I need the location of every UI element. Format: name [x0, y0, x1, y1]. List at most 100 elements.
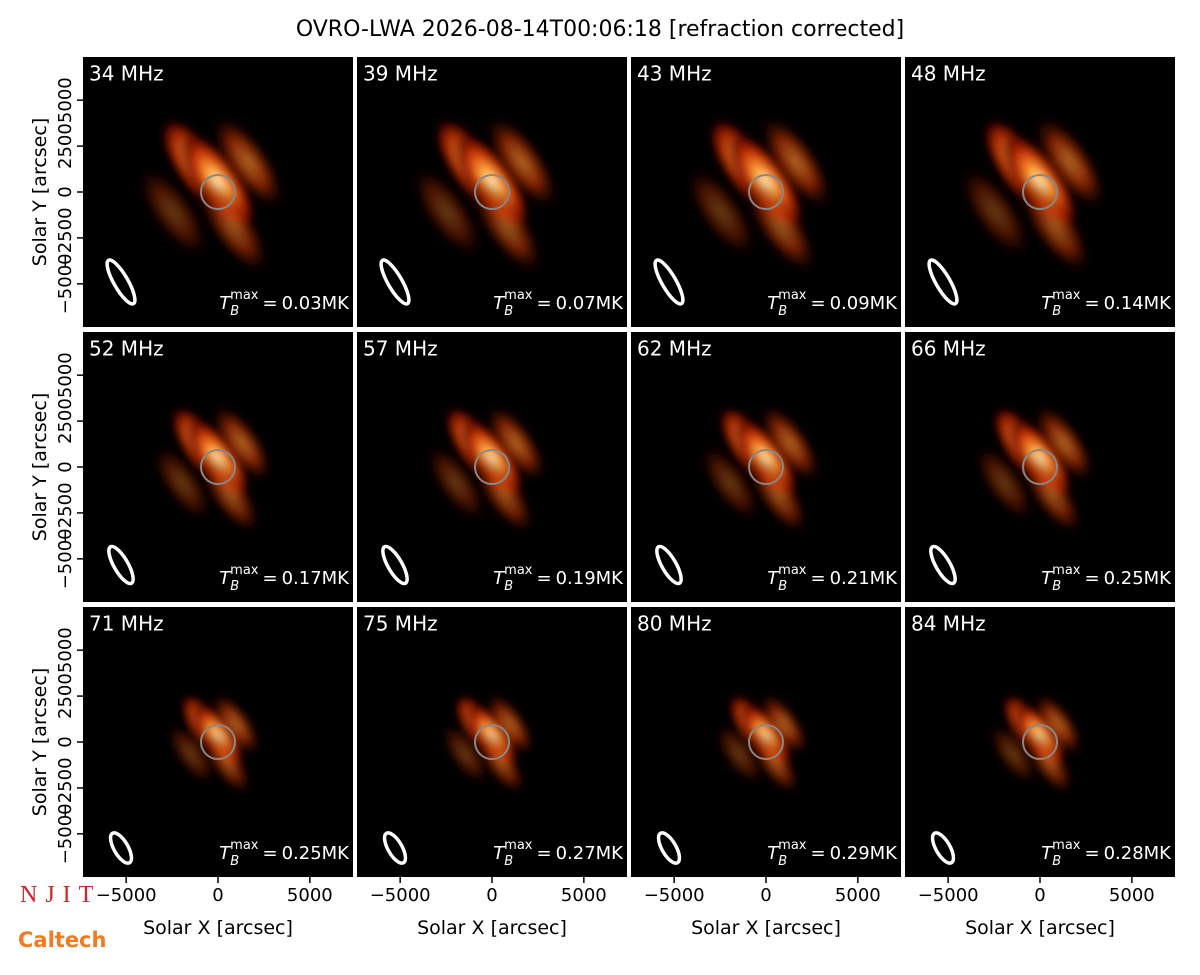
- emission-blob: [743, 177, 819, 277]
- logo-caltech: Caltech: [18, 928, 106, 952]
- tb-sup: max: [504, 288, 533, 303]
- tb-value: 0.29MK: [830, 843, 899, 864]
- tb-sub: B: [778, 854, 787, 869]
- tb-relation: =: [262, 293, 277, 314]
- beam: [929, 544, 957, 586]
- emission-blob: [210, 690, 262, 758]
- y-axis-label: Solar Y [arcsec]: [29, 668, 51, 816]
- tb-symbol: T: [767, 843, 780, 864]
- tb-sub: B: [504, 854, 513, 869]
- tb-value: 0.17MK: [282, 568, 351, 589]
- tb-value: 0.21MK: [830, 568, 899, 589]
- panel: 80 MHz TBmax = 0.29MK −5000 0 5000 Solar X [arc…: [631, 607, 901, 939]
- tb-value: 0.28MK: [1104, 843, 1173, 864]
- x-tick-label: −5000: [370, 885, 431, 906]
- tb-sup: max: [1052, 563, 1081, 578]
- y-axis-label: Solar Y [arcsec]: [29, 118, 51, 266]
- tb-sub: B: [1052, 304, 1061, 319]
- tb-max-label: TBmax = 0.29MK: [767, 838, 898, 869]
- panel: 62 MHz TBmax = 0.21MK: [631, 332, 901, 602]
- emission-blob: [746, 453, 810, 537]
- frequency-label: 43 MHz: [637, 62, 712, 86]
- tb-max-label: TBmax = 0.27MK: [493, 838, 624, 869]
- radio-image: [150, 401, 274, 537]
- x-tick-label: −5000: [918, 885, 979, 906]
- tb-max-label: TBmax = 0.09MK: [767, 288, 898, 319]
- tb-symbol: T: [219, 843, 232, 864]
- frequency-label: 34 MHz: [89, 62, 164, 86]
- tb-value: 0.03MK: [282, 293, 351, 314]
- emission-blob: [198, 453, 262, 537]
- tb-value: 0.27MK: [556, 843, 625, 864]
- solar-disk: [748, 449, 784, 485]
- radio-image: [424, 401, 548, 537]
- x-tick-label: 0: [760, 885, 771, 906]
- tb-symbol: T: [1041, 843, 1054, 864]
- tb-sup: max: [504, 563, 533, 578]
- emission-blob: [713, 720, 765, 788]
- radio-image: [165, 690, 262, 797]
- tb-symbol: T: [767, 293, 780, 314]
- panel: 71 MHz TBmax = 0.25MK −5000 0 5000 Solar X [arc…: [29, 607, 353, 939]
- emission-blob: [201, 729, 253, 797]
- y-tick-label: 0: [55, 736, 76, 747]
- logo-njit: NJIT: [20, 882, 101, 908]
- y-axis-label: Solar Y [arcsec]: [29, 393, 51, 541]
- emission-blob: [424, 441, 488, 525]
- x-tick-label: 0: [486, 885, 497, 906]
- tb-value: 0.19MK: [556, 568, 625, 589]
- tb-relation: =: [262, 843, 277, 864]
- tb-max-label: TBmax = 0.07MK: [493, 288, 624, 319]
- frequency-label: 71 MHz: [89, 612, 164, 636]
- panel: 48 MHz TBmax = 0.14MK: [905, 57, 1175, 327]
- x-tick-label: 5000: [1109, 885, 1155, 906]
- x-axis-label: Solar X [arcsec]: [143, 917, 293, 939]
- beam: [108, 831, 134, 865]
- y-tick-label: −5000: [55, 528, 76, 589]
- frequency-label: 52 MHz: [89, 337, 164, 361]
- tb-sup: max: [778, 563, 807, 578]
- emission-blob: [150, 441, 214, 525]
- x-axis-label: Solar X [arcsec]: [965, 917, 1115, 939]
- tb-value: 0.14MK: [1104, 293, 1173, 314]
- tb-relation: =: [536, 293, 551, 314]
- tb-relation: =: [810, 293, 825, 314]
- solar-disk: [474, 449, 510, 485]
- solar-disk: [200, 174, 236, 210]
- panel: 66 MHz TBmax = 0.25MK: [905, 332, 1175, 602]
- beam: [927, 258, 959, 306]
- tb-symbol: T: [219, 568, 232, 589]
- tb-sub: B: [778, 304, 787, 319]
- beam: [381, 544, 409, 586]
- emission-blob: [758, 690, 810, 758]
- emission-blob: [210, 112, 286, 212]
- emission-blob: [1020, 453, 1084, 537]
- x-tick-label: 0: [1034, 885, 1045, 906]
- panel: 84 MHz TBmax = 0.28MK −5000 0 5000 Solar X [arc…: [905, 607, 1175, 939]
- panel: 57 MHz TBmax = 0.19MK: [357, 332, 627, 602]
- beam: [379, 258, 411, 306]
- frequency-label: 66 MHz: [911, 337, 986, 361]
- emission-blob: [1023, 729, 1075, 797]
- tb-relation: =: [1084, 293, 1099, 314]
- tb-value: 0.25MK: [282, 843, 351, 864]
- panel: 39 MHz TBmax = 0.07MK: [357, 57, 627, 327]
- tb-max-label: TBmax = 0.14MK: [1041, 288, 1172, 319]
- radio-image: [972, 401, 1096, 537]
- tb-sub: B: [1052, 579, 1061, 594]
- solar-disk: [748, 174, 784, 210]
- y-tick-label: −5000: [55, 803, 76, 864]
- tb-sub: B: [1052, 854, 1061, 869]
- emission-blob: [683, 162, 759, 262]
- tb-max-label: TBmax = 0.25MK: [1041, 563, 1172, 594]
- radio-image: [135, 112, 286, 277]
- beam: [107, 544, 135, 586]
- tb-sup: max: [230, 288, 259, 303]
- y-tick-label: 2500: [55, 673, 76, 719]
- tb-relation: =: [536, 843, 551, 864]
- emission-blob: [1017, 177, 1093, 277]
- frequency-label: 80 MHz: [637, 612, 712, 636]
- frequency-label: 75 MHz: [363, 612, 438, 636]
- beam: [105, 258, 137, 306]
- frequency-label: 57 MHz: [363, 337, 438, 361]
